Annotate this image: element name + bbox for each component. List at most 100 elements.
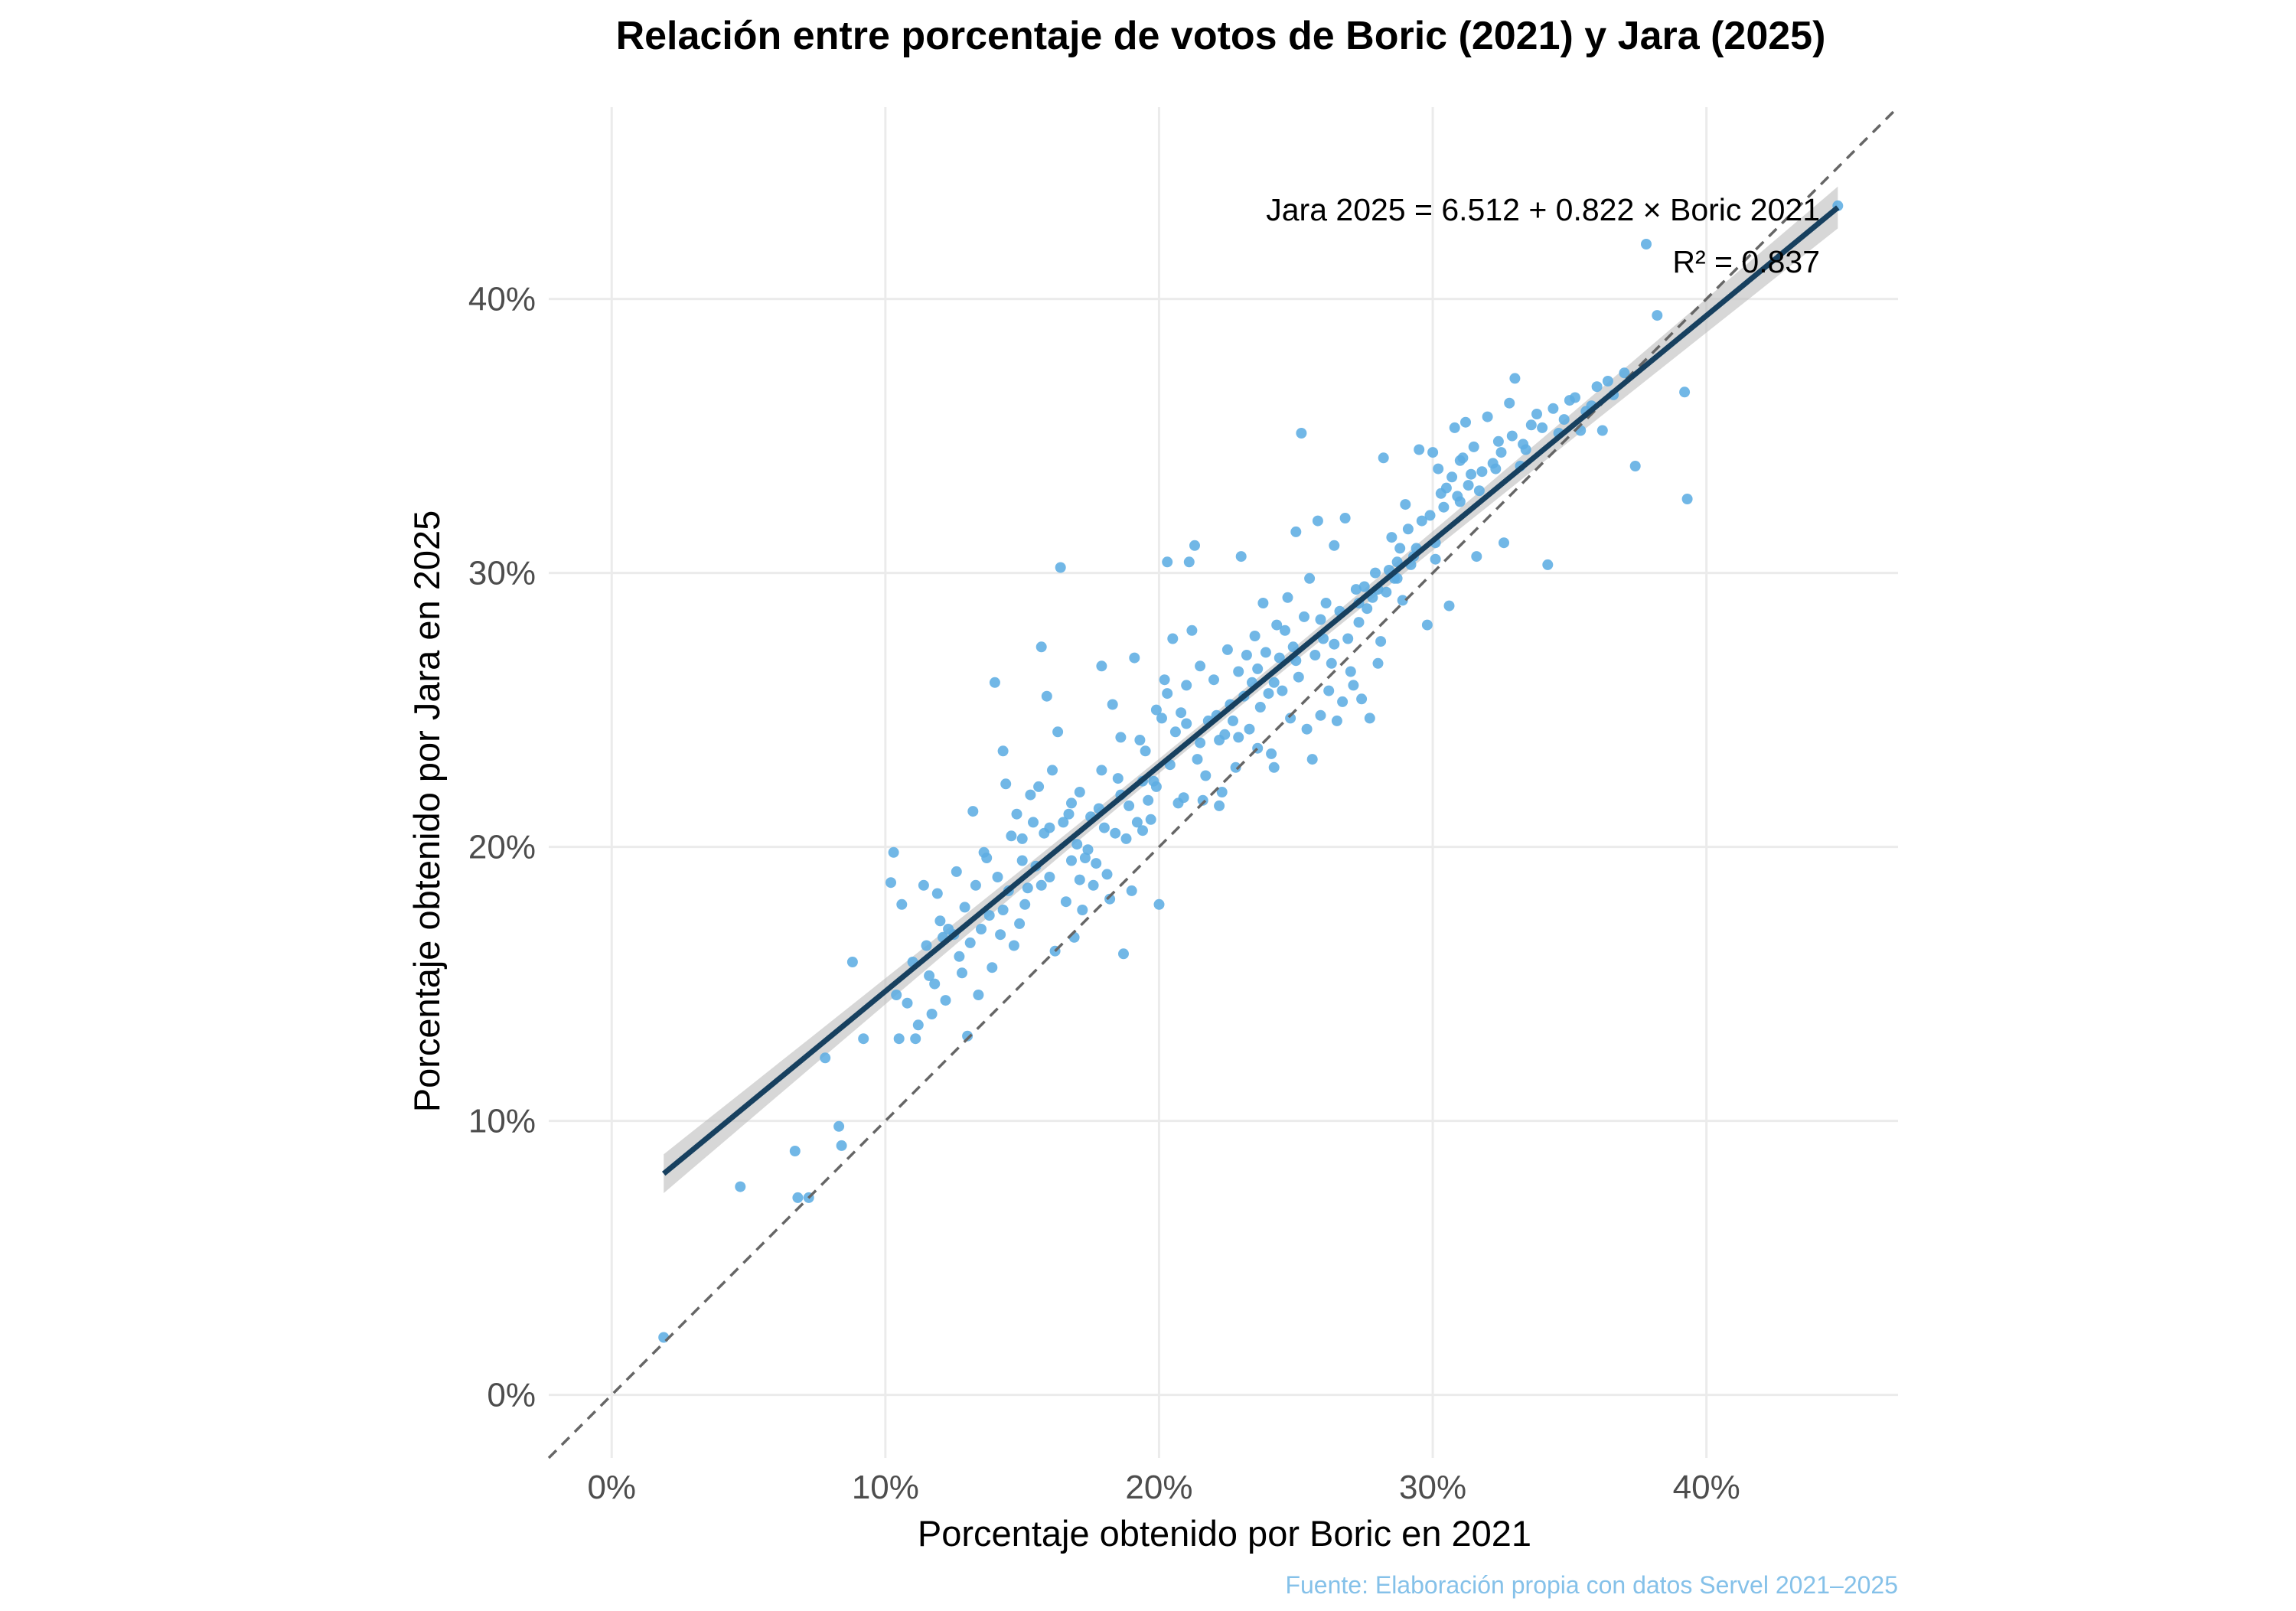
- data-point: [1214, 800, 1225, 811]
- data-point: [1331, 715, 1342, 726]
- data-point: [1134, 735, 1146, 745]
- data-point: [1263, 688, 1274, 700]
- data-point: [1159, 674, 1170, 686]
- data-point: [1145, 814, 1156, 825]
- data-point: [1329, 638, 1340, 650]
- source-caption: Fuente: Elaboración propia con datos Ser…: [1285, 1571, 1898, 1599]
- data-point: [1257, 598, 1269, 608]
- data-point: [1195, 737, 1206, 748]
- data-point: [1074, 787, 1085, 797]
- data-point: [1000, 778, 1012, 790]
- data-point: [1394, 543, 1406, 554]
- data-point: [1063, 808, 1075, 820]
- data-point: [921, 940, 932, 951]
- data-point: [1016, 833, 1028, 844]
- reference-lines: [547, 106, 1900, 1459]
- data-point: [1153, 898, 1165, 910]
- data-point: [1249, 631, 1261, 641]
- data-point: [1143, 794, 1154, 806]
- chart-title: Relación entre porcentaje de votos de Bo…: [616, 14, 1826, 58]
- data-point: [1326, 657, 1337, 669]
- data-point: [1178, 792, 1189, 804]
- data-point: [1312, 515, 1323, 527]
- data-point: [1150, 704, 1162, 716]
- data-point: [1476, 466, 1488, 478]
- data-point: [1035, 879, 1047, 891]
- data-point: [1386, 532, 1397, 543]
- data-point: [1301, 723, 1313, 735]
- data-point: [1254, 702, 1266, 713]
- x-tick-label: 30%: [1399, 1469, 1466, 1506]
- data-point: [1309, 650, 1321, 660]
- y-tick-label: 20%: [468, 829, 536, 866]
- data-point: [1414, 444, 1425, 455]
- data-point: [1427, 447, 1439, 458]
- data-point: [1230, 761, 1241, 773]
- data-point: [1304, 572, 1316, 584]
- data-point: [1548, 403, 1559, 414]
- data-point: [1266, 748, 1277, 759]
- data-point: [1520, 444, 1531, 455]
- data-point: [1290, 526, 1302, 537]
- data-point: [1280, 625, 1290, 636]
- x-tick-label: 10%: [852, 1469, 919, 1506]
- x-tick-label: 20%: [1125, 1469, 1192, 1506]
- data-point: [1260, 647, 1271, 658]
- data-point: [1402, 523, 1414, 535]
- data-point: [1348, 680, 1359, 691]
- data-point: [1271, 619, 1283, 631]
- data-point: [992, 872, 1003, 882]
- data-point: [929, 978, 941, 990]
- data-point: [1337, 696, 1349, 707]
- data-point: [997, 905, 1009, 915]
- data-point: [1060, 896, 1071, 908]
- data-point: [1504, 397, 1515, 409]
- data-point: [1468, 441, 1479, 452]
- data-point: [1460, 416, 1471, 428]
- data-point: [1652, 310, 1663, 321]
- data-point: [1471, 551, 1482, 563]
- data-point: [1315, 614, 1326, 625]
- data-point: [931, 888, 943, 899]
- data-point: [1055, 562, 1066, 573]
- data-point: [1181, 718, 1192, 729]
- data-point: [1416, 515, 1427, 527]
- data-point: [1115, 732, 1127, 743]
- data-point: [1492, 435, 1504, 447]
- data-point: [1025, 789, 1036, 801]
- data-point: [1537, 422, 1548, 433]
- y-tick-label: 0%: [487, 1377, 536, 1414]
- data-point: [1066, 797, 1077, 809]
- data-point: [1112, 773, 1124, 784]
- x-tick-label: 0%: [587, 1469, 636, 1506]
- data-point: [1228, 715, 1238, 726]
- data-point: [1150, 781, 1162, 792]
- data-point: [1378, 452, 1389, 464]
- data-point: [1531, 409, 1542, 419]
- r-squared-label: R² = 0.837: [1672, 244, 1820, 279]
- data-point: [1440, 482, 1452, 494]
- data-point: [1596, 425, 1608, 436]
- data-point: [1104, 893, 1116, 905]
- data-point: [1342, 633, 1354, 644]
- data-point: [1129, 652, 1140, 664]
- data-point: [973, 990, 984, 1000]
- data-point: [1602, 376, 1613, 386]
- data-point: [1186, 625, 1198, 636]
- data-point: [1274, 652, 1285, 664]
- data-point: [1285, 713, 1296, 724]
- data-point: [1397, 595, 1408, 606]
- data-point: [1381, 586, 1392, 598]
- data-point: [1282, 592, 1293, 603]
- data-point: [1542, 559, 1554, 570]
- data-point: [1499, 537, 1509, 549]
- data-point: [954, 951, 965, 962]
- data-point: [1200, 770, 1212, 781]
- data-point: [1375, 636, 1387, 647]
- data-point: [1619, 367, 1630, 379]
- data-point: [1011, 808, 1022, 820]
- data-point: [1137, 825, 1148, 836]
- data-point: [1120, 833, 1132, 844]
- y-axis-title: Porcentaje obtenido por Jara en 2025: [406, 510, 447, 1113]
- data-point: [981, 853, 993, 863]
